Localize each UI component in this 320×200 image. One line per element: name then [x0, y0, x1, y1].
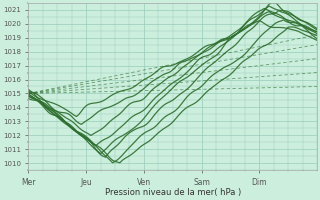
X-axis label: Pression niveau de la mer( hPa ): Pression niveau de la mer( hPa ) — [105, 188, 241, 197]
